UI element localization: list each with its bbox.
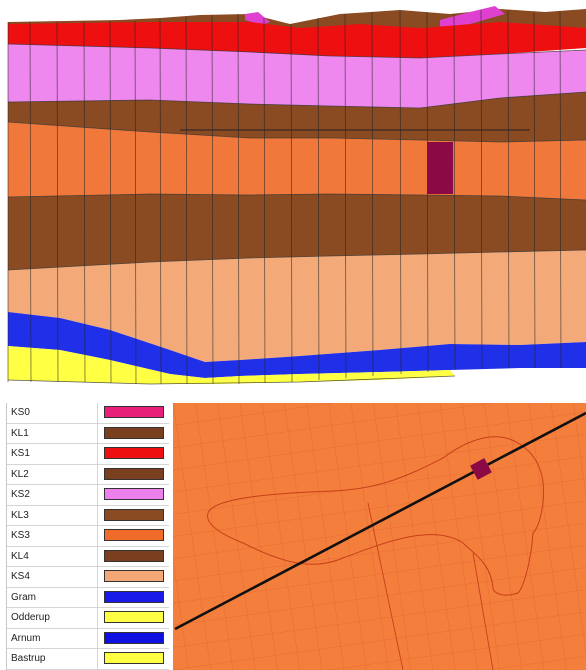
legend-swatch [104,611,164,623]
legend-label: KL4 [11,550,29,562]
legend-swatch [104,426,164,439]
legend-item-gram: Gram [7,587,169,608]
legend-label: KS4 [11,571,30,582]
legend-swatch [104,488,164,500]
model-boundary-outline [207,436,545,596]
legend-item-kl1: KL1 [7,423,169,444]
legend-swatch [104,652,164,664]
section-grid-lines [7,9,562,385]
legend-label: KL2 [11,468,29,480]
cross-section-view [7,6,586,385]
legend-item-kl2: KL2 [7,464,169,485]
legend-item-ks4: KS4 [7,567,169,588]
legend-item-ks0: KS0 [7,403,169,424]
legend-item-kl4: KL4 [7,546,169,567]
legend-swatch [104,508,164,521]
legend-swatch [104,529,164,541]
legend-item-ks2: KS2 [7,485,169,506]
legend-label: KL1 [11,427,29,439]
legend-item-arnum: Arnum [7,628,169,649]
legend-swatch [104,549,164,562]
legend-label: KS3 [11,530,30,541]
layer-legend: KS0 KL1 KS1 KL2 KS2 KL3 KS3 KL4 KS4 [6,403,169,670]
layer-gram [8,312,586,378]
well-marker [427,142,453,194]
legend-label: Gram [11,591,36,603]
layer-kl4 [8,194,586,270]
legend-label: Arnum [11,632,41,644]
legend-item-bastrup: Bastrup [7,649,169,670]
legend-swatch [104,570,164,582]
legend-swatch [104,631,164,644]
legend-item-odderup: Odderup [7,608,169,629]
layer-ks0-2 [440,6,505,27]
legend-swatch [104,447,164,459]
legend-item-ks1: KS1 [7,444,169,465]
layer-boundary-lines [7,43,586,385]
map-view [173,403,586,670]
map-grid [173,403,586,670]
legend-label: Odderup [11,612,50,623]
legend-label: Bastrup [11,653,46,664]
layer-ks4 [8,250,586,362]
legend-label: KL3 [11,509,29,521]
legend-label: KS2 [11,489,30,500]
legend-label: KS0 [11,407,30,418]
section-line [174,411,586,631]
layer-ks2 [8,44,586,108]
legend-swatch [104,406,164,418]
boundary-extension [367,502,494,670]
legend-label: KS1 [11,448,30,459]
layer-odderup [8,346,455,384]
legend-swatch [104,467,164,480]
legend-swatch [104,590,164,603]
legend-item-ks3: KS3 [7,526,169,547]
map-well-marker [470,458,492,480]
legend-item-kl3: KL3 [7,505,169,526]
